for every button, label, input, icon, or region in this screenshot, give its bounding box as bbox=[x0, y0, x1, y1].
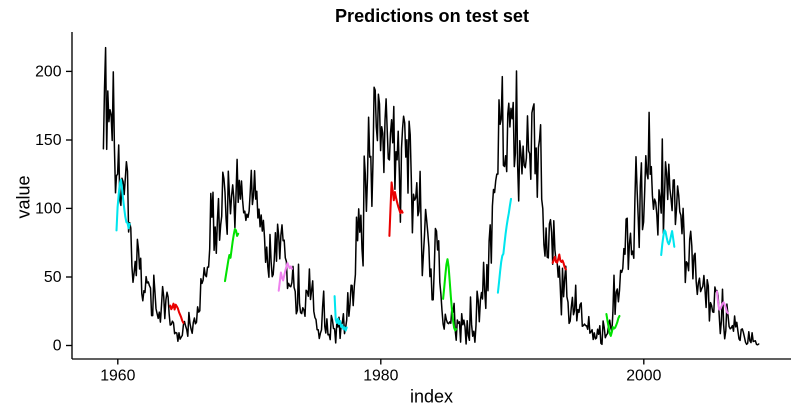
svg-text:Predictions on test set: Predictions on test set bbox=[335, 6, 529, 26]
svg-text:1960: 1960 bbox=[100, 368, 135, 385]
svg-text:1980: 1980 bbox=[363, 368, 398, 385]
svg-text:200: 200 bbox=[35, 64, 62, 81]
svg-text:2000: 2000 bbox=[626, 368, 661, 385]
svg-text:index: index bbox=[410, 387, 453, 407]
svg-text:100: 100 bbox=[35, 201, 62, 218]
svg-text:50: 50 bbox=[44, 269, 62, 286]
svg-text:0: 0 bbox=[53, 338, 62, 355]
svg-text:value: value bbox=[14, 175, 34, 218]
svg-text:150: 150 bbox=[35, 132, 62, 149]
